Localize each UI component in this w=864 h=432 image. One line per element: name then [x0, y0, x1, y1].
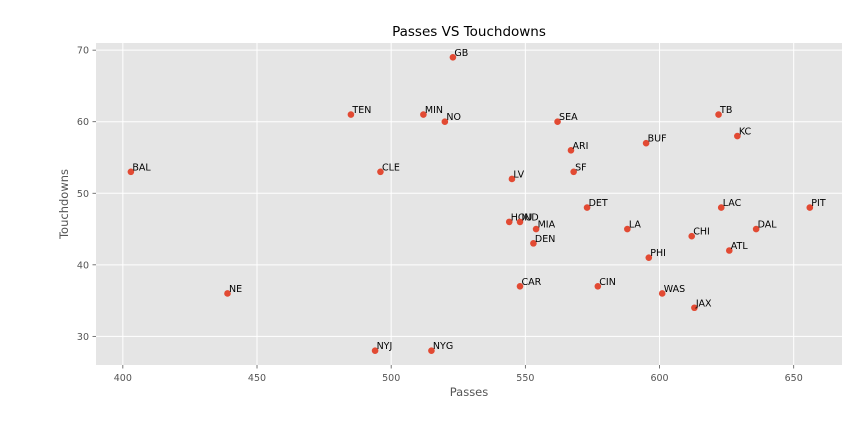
point-label-ten: TEN	[351, 105, 371, 116]
point-label-nyj: NYJ	[377, 341, 393, 352]
data-point-ari	[567, 147, 575, 154]
point-label-hou: HOU	[511, 212, 533, 223]
point-label-det: DET	[589, 198, 608, 209]
point-label-dal: DAL	[758, 220, 778, 231]
point-label-car: CAR	[521, 277, 541, 288]
point-label-lac: LAC	[723, 198, 742, 209]
grid-lines	[96, 43, 842, 365]
x-tick-label: 550	[516, 373, 534, 384]
point-label-nyg: NYG	[433, 341, 453, 352]
y-tick-label: 40	[77, 260, 89, 271]
data-point-hou	[505, 218, 513, 226]
point-label-cle: CLE	[382, 162, 400, 173]
data-point-sea	[554, 118, 561, 126]
x-tick-label: 500	[382, 373, 400, 384]
data-point-ne	[224, 290, 231, 297]
data-point-lv	[508, 175, 516, 183]
point-label-gb: GB	[454, 48, 468, 59]
point-label-bal: BAL	[132, 162, 151, 173]
data-point-cin	[594, 282, 602, 290]
y-tick-label: 30	[77, 332, 89, 343]
point-label-cin: CIN	[599, 277, 616, 288]
data-point-la	[624, 225, 631, 233]
data-point-no	[441, 118, 449, 126]
y-axis-label: Touchdowns	[57, 169, 71, 240]
axis-ticks: 400 450 500 550 600 650 30 40 50 60 70	[77, 46, 803, 384]
y-tick-label: 60	[77, 117, 89, 128]
data-point-min	[420, 111, 427, 118]
data-point-kc	[734, 132, 741, 140]
x-axis-label: Passes	[450, 385, 489, 399]
data-point-was	[658, 290, 666, 297]
data-point-dal	[752, 225, 760, 233]
data-point-sf	[570, 168, 577, 176]
data-point-atl	[725, 247, 733, 254]
data-point-den	[530, 240, 537, 247]
x-tick-label: 450	[248, 373, 266, 384]
point-label-buf: BUF	[648, 134, 667, 145]
data-point-phi	[645, 254, 653, 261]
point-label-ind: IND	[521, 212, 538, 223]
point-label-lv: LV	[513, 169, 524, 180]
chart-title: Passes VS Touchdowns	[392, 24, 546, 40]
data-point-pit	[806, 204, 814, 211]
point-label-jax: JAX	[695, 298, 712, 309]
point-label-mia: MIA	[538, 220, 556, 231]
x-tick-label: 400	[114, 373, 132, 384]
data-point-lac	[717, 204, 725, 211]
data-point-det	[583, 204, 591, 211]
data-point-buf	[642, 139, 650, 147]
point-label-sf: SF	[575, 162, 587, 173]
y-tick-label: 50	[77, 189, 89, 200]
point-label-was: WAS	[664, 284, 685, 295]
data-point-nyj	[371, 347, 379, 354]
x-tick-label: 600	[650, 373, 668, 384]
data-point-gb	[449, 54, 457, 61]
point-label-la: LA	[629, 220, 642, 231]
point-label-phi: PHI	[650, 248, 666, 259]
data-point-mia	[532, 225, 540, 233]
data-point-car	[516, 282, 524, 290]
point-label-min: MIN	[425, 105, 443, 116]
data-point-nyg	[428, 347, 435, 354]
point-label-chi: CHI	[693, 227, 710, 238]
point-label-kc: KC	[739, 127, 752, 138]
point-label-ari: ARI	[572, 141, 588, 152]
point-label-pit: PIT	[811, 198, 826, 209]
data-point-chi	[688, 232, 696, 240]
data-point-tb	[715, 111, 722, 118]
data-point-cle	[377, 168, 384, 176]
y-tick-label: 70	[77, 46, 89, 57]
point-label-tb: TB	[719, 105, 732, 116]
data-point-jax	[691, 304, 698, 312]
point-label-ne: NE	[229, 284, 242, 295]
data-point-bal	[127, 168, 135, 176]
point-label-den: DEN	[535, 234, 555, 245]
x-tick-label: 650	[785, 373, 803, 384]
plot-area	[96, 43, 842, 365]
point-label-sea: SEA	[559, 112, 578, 123]
data-point-ind	[516, 218, 524, 226]
point-label-no: NO	[446, 112, 461, 123]
data-point-ten	[347, 111, 355, 118]
point-label-atl: ATL	[731, 241, 749, 252]
